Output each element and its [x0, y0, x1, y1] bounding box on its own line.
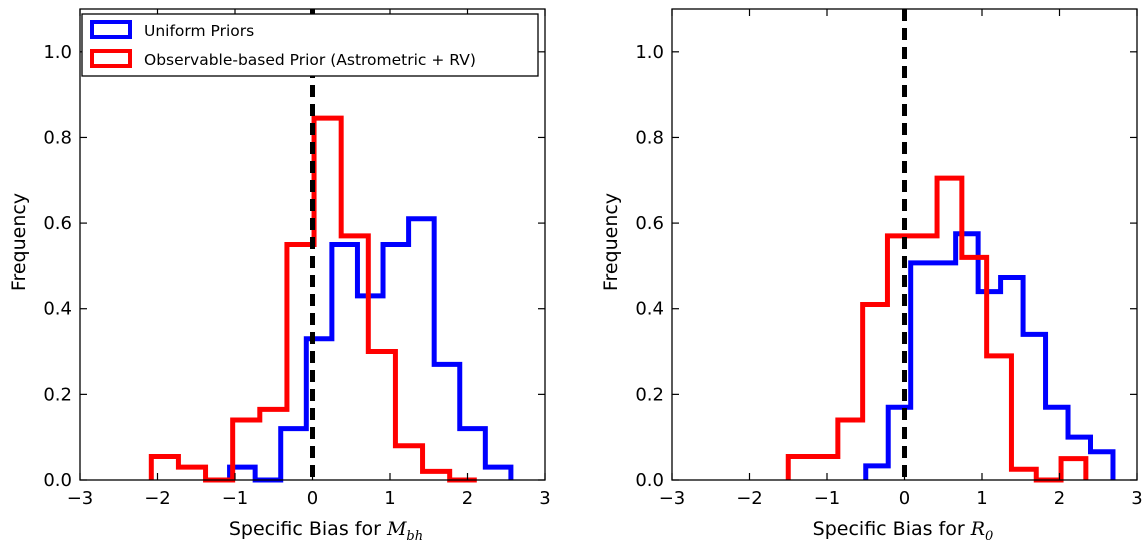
right-x-tick-label: 3: [1131, 488, 1142, 509]
right-x-axis-label: Specific Bias for R0: [813, 518, 994, 543]
left-x-tick-label: 0: [307, 488, 318, 509]
right-x-tick-label: 2: [1054, 488, 1065, 509]
left-y-tick-label: 0.0: [43, 470, 72, 491]
legend-box: [81, 13, 539, 77]
left-ticks-layer: −3 −2 −1 0 1 2 3 0.0 0.2 0.4 0.6 0.8 1.0: [43, 9, 551, 509]
right-x-tick-label: 1: [976, 488, 987, 509]
left-x-tick-label: −2: [144, 488, 171, 509]
left-x-tick-label: 3: [539, 488, 550, 509]
left-x-axis-label: Specific Bias for Mbh: [229, 518, 423, 543]
left-x-tick-label: 1: [384, 488, 395, 509]
right-panel: −3 −2 −1 0 1 2 3 0.0 0.2 0.4 0.6 0.8 1.0 Frequency S…: [600, 8, 1143, 543]
left-x-axis-label-subscript: bh: [406, 529, 423, 543]
left-panel: −3 −2 −1 0 1 2 3 0.0 0.2 0.4 0.6 0.8 1.0 Frequency S…: [8, 8, 551, 543]
left-x-axis-label-text: Specific Bias for: [229, 518, 387, 540]
legend-label-uniform: Uniform Priors: [144, 22, 254, 40]
right-x-axis-label-symbol: R: [970, 518, 985, 540]
right-x-tick-label: −1: [814, 488, 841, 509]
right-y-tick-label: 1.0: [635, 42, 664, 63]
left-y-tick-label: 0.6: [43, 213, 72, 234]
right-y-tick-label: 0.0: [635, 470, 664, 491]
right-y-tick-label: 0.6: [635, 213, 664, 234]
left-y-tick-label: 1.0: [43, 42, 72, 63]
legend-label-observable: Observable-based Prior (Astrometric + RV…: [144, 51, 476, 69]
right-y-tick-label: 0.4: [635, 299, 664, 320]
right-y-tick-label: 0.2: [635, 384, 664, 405]
legend-swatch-observable: [90, 49, 132, 68]
right-x-tick-label: −2: [736, 488, 763, 509]
right-y-tick-label: 0.8: [635, 127, 664, 148]
right-x-tick-label: 0: [899, 488, 910, 509]
left-x-axis-label-symbol: M: [386, 518, 407, 540]
left-y-tick-label: 0.8: [43, 127, 72, 148]
right-x-tick-label: −3: [659, 488, 686, 509]
left-x-tick-label: −1: [222, 488, 249, 509]
left-y-axis-label: Frequency: [8, 193, 30, 291]
right-ticks-layer: −3 −2 −1 0 1 2 3 0.0 0.2 0.4 0.6 0.8 1.0: [635, 9, 1143, 509]
left-x-tick-label: −3: [67, 488, 94, 509]
legend: Uniform Priors Observable-based Prior (A…: [81, 13, 539, 77]
right-series-uniform: [863, 231, 1116, 480]
legend-swatch-uniform: [90, 20, 132, 39]
right-x-axis-label-subscript: 0: [985, 529, 993, 543]
right-series-observable: [785, 175, 1089, 483]
right-y-axis-label: Frequency: [600, 193, 622, 291]
right-series-layer: [785, 175, 1116, 483]
left-y-tick-label: 0.4: [43, 299, 72, 320]
left-y-tick-label: 0.2: [43, 384, 72, 405]
right-x-axis-label-text: Specific Bias for: [813, 518, 971, 540]
left-series-layer: [148, 115, 514, 483]
left-x-tick-label: 2: [462, 488, 473, 509]
